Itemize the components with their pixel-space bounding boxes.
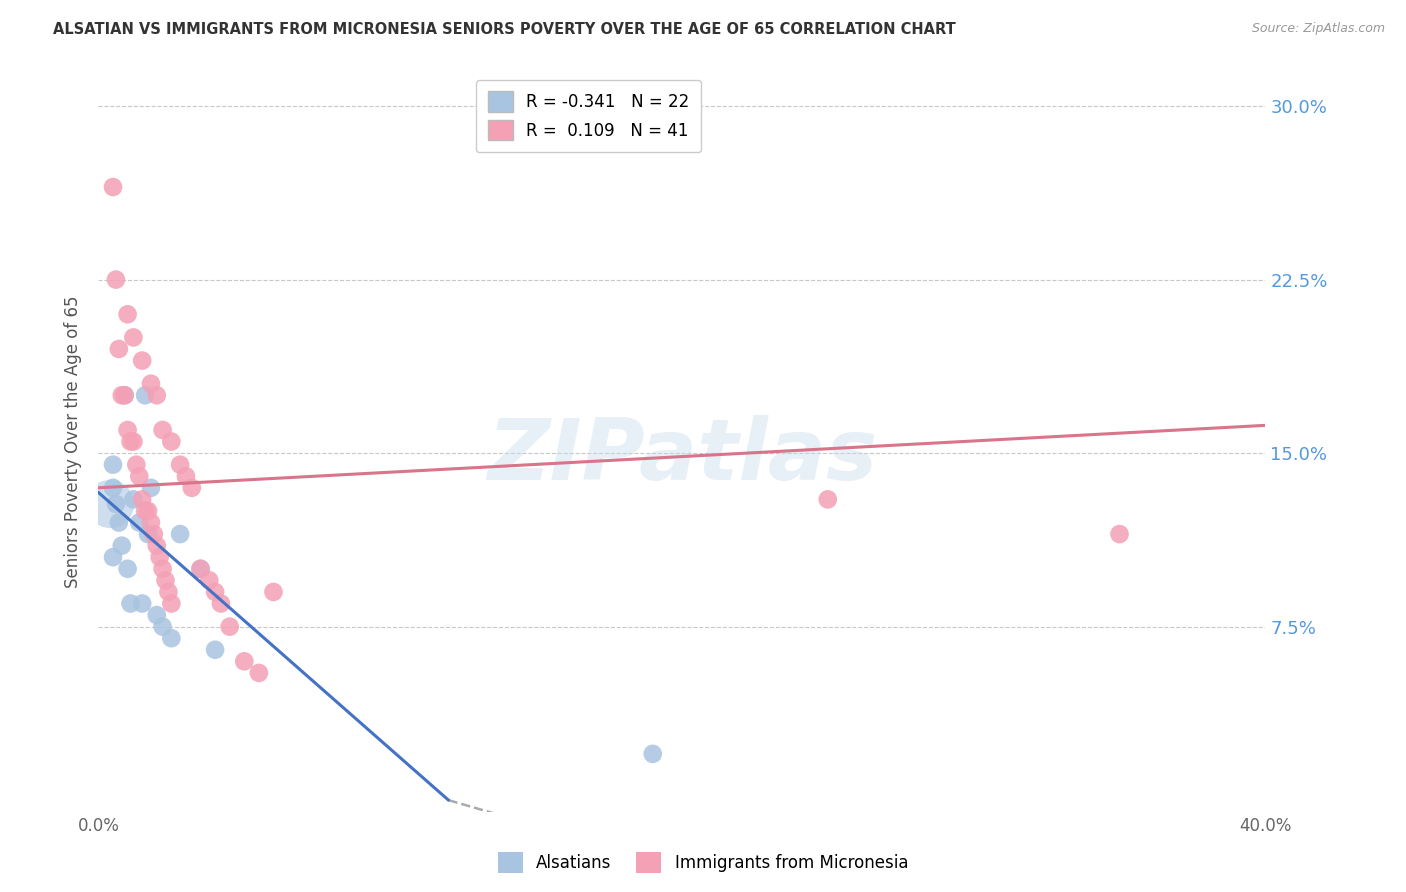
Point xyxy=(142,527,165,541)
Point xyxy=(131,353,153,368)
Point xyxy=(104,497,127,511)
Y-axis label: Seniors Poverty Over the Age of 65: Seniors Poverty Over the Age of 65 xyxy=(65,295,83,588)
Point xyxy=(122,492,145,507)
Point xyxy=(104,272,127,286)
Point xyxy=(122,330,145,344)
Point xyxy=(152,620,174,634)
Point xyxy=(817,492,839,507)
Legend: R = -0.341   N = 22, R =  0.109   N = 41: R = -0.341 N = 22, R = 0.109 N = 41 xyxy=(477,79,702,152)
Point xyxy=(146,388,169,402)
Point xyxy=(111,388,134,402)
Point xyxy=(169,458,191,472)
Point xyxy=(169,527,191,541)
Point xyxy=(131,597,153,611)
Point xyxy=(101,458,124,472)
Point xyxy=(209,597,232,611)
Point xyxy=(120,597,142,611)
Point xyxy=(233,654,256,668)
Point xyxy=(117,562,139,576)
Point xyxy=(139,481,162,495)
Point xyxy=(1108,527,1130,541)
Point xyxy=(160,597,183,611)
Point xyxy=(139,516,162,530)
Point xyxy=(125,458,148,472)
Point xyxy=(131,492,153,507)
Point xyxy=(114,388,136,402)
Point xyxy=(111,539,134,553)
Point xyxy=(98,497,121,511)
Point xyxy=(262,585,284,599)
Point xyxy=(114,388,136,402)
Point xyxy=(134,388,156,402)
Point xyxy=(204,585,226,599)
Point xyxy=(198,574,221,588)
Point xyxy=(155,574,177,588)
Point xyxy=(180,481,202,495)
Point xyxy=(101,180,124,194)
Point xyxy=(128,516,150,530)
Point xyxy=(117,423,139,437)
Point xyxy=(157,585,180,599)
Point xyxy=(108,516,131,530)
Point xyxy=(146,539,169,553)
Text: ALSATIAN VS IMMIGRANTS FROM MICRONESIA SENIORS POVERTY OVER THE AGE OF 65 CORREL: ALSATIAN VS IMMIGRANTS FROM MICRONESIA S… xyxy=(53,22,956,37)
Point xyxy=(204,642,226,657)
Point xyxy=(149,550,172,565)
Point xyxy=(218,620,240,634)
Point xyxy=(152,562,174,576)
Point xyxy=(190,562,212,576)
Point xyxy=(101,550,124,565)
Point xyxy=(152,423,174,437)
Point xyxy=(136,527,159,541)
Point xyxy=(247,665,270,680)
Point xyxy=(120,434,142,449)
Point xyxy=(641,747,664,761)
Point xyxy=(160,631,183,645)
Legend: Alsatians, Immigrants from Micronesia: Alsatians, Immigrants from Micronesia xyxy=(491,846,915,880)
Point xyxy=(134,504,156,518)
Text: ZIPatlas: ZIPatlas xyxy=(486,415,877,498)
Point xyxy=(160,434,183,449)
Point xyxy=(128,469,150,483)
Point xyxy=(136,504,159,518)
Text: Source: ZipAtlas.com: Source: ZipAtlas.com xyxy=(1251,22,1385,36)
Point xyxy=(190,562,212,576)
Point xyxy=(139,376,162,391)
Point xyxy=(146,608,169,623)
Point xyxy=(101,481,124,495)
Point xyxy=(122,434,145,449)
Point xyxy=(117,307,139,321)
Point xyxy=(174,469,197,483)
Point xyxy=(108,342,131,356)
